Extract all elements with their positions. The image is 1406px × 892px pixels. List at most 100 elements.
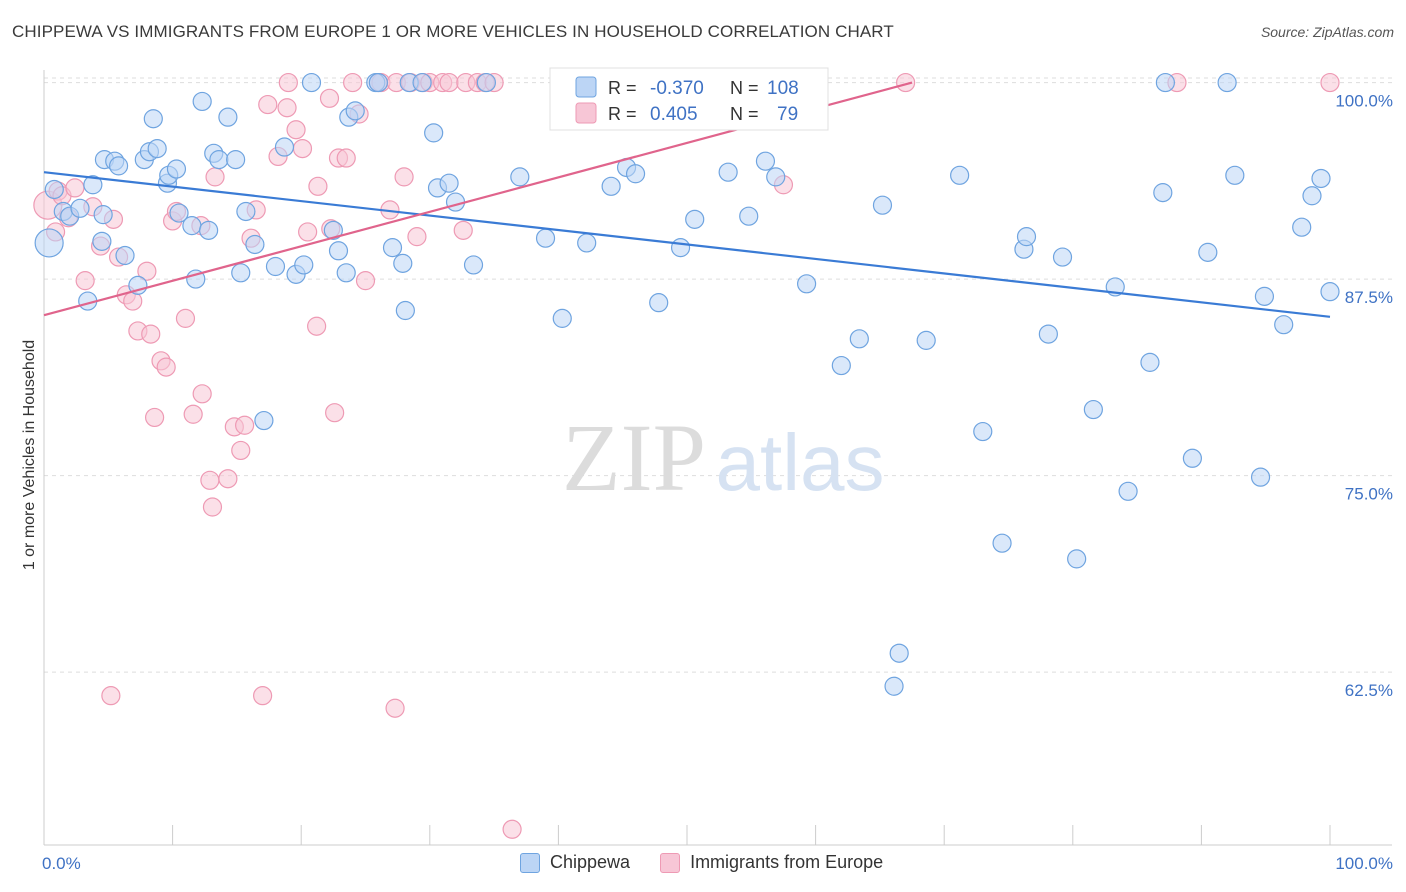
chippewa-point [884, 676, 904, 696]
chippewa-point [382, 238, 403, 258]
immigrants-point [319, 88, 340, 108]
chippewa-point [424, 123, 444, 143]
chippewa-point [70, 198, 90, 218]
chart-title: CHIPPEWA VS IMMIGRANTS FROM EUROPE 1 OR … [12, 22, 894, 41]
immigrants-point [192, 384, 212, 404]
chippewa-point [992, 533, 1012, 553]
x-tick-label-end: 100.0% [1335, 854, 1393, 873]
chippewa-point [199, 220, 219, 240]
immigrants-point [101, 686, 121, 706]
chippewa-point [245, 234, 265, 255]
chippewa-point [510, 167, 530, 187]
chippewa-point [1250, 467, 1271, 487]
chippewa-point [766, 167, 786, 187]
grid-lines [44, 77, 1392, 673]
chippewa-point [92, 231, 112, 251]
immigrants-point [336, 148, 356, 168]
chippewa-point [796, 274, 817, 294]
chippewa-point [1052, 247, 1073, 267]
watermark-zip: ZIP [562, 404, 706, 511]
chippewa-point [412, 72, 432, 93]
chippewa-point [393, 253, 413, 273]
immigrants-swatch [660, 852, 681, 873]
chippewa-point [328, 241, 349, 261]
chippewa-point [1311, 168, 1331, 189]
chippewa-point [439, 173, 459, 193]
legend-r-value-1: -0.370 [650, 78, 704, 99]
chippewa-point [368, 72, 388, 93]
chippewa-point [916, 330, 936, 350]
chippewa-point [323, 220, 343, 240]
legend-n-label-1: N = [730, 78, 759, 98]
legend-r-label-2: R = [608, 104, 637, 124]
immigrants-point [453, 220, 473, 240]
immigrants-point [385, 698, 405, 718]
immigrants-point [407, 227, 427, 247]
chippewa-point [718, 162, 738, 182]
watermark-atlas: atlas [716, 418, 885, 507]
immigrants-point [137, 261, 157, 281]
chippewa-point [1254, 286, 1275, 306]
y-tick-label: 87.5% [1345, 288, 1393, 307]
chippewa-point [294, 255, 314, 275]
legend-item-chippewa[interactable]: Chippewa [520, 852, 630, 873]
immigrants-point [141, 324, 161, 344]
chippewa-point [577, 233, 597, 253]
immigrants-point [439, 72, 459, 93]
immigrants-point [183, 404, 203, 424]
chippewa-point [649, 293, 669, 313]
immigrants-point [343, 72, 363, 93]
chippewa-point [301, 72, 322, 93]
chippewa-point [552, 308, 572, 328]
immigrants-point [277, 98, 297, 118]
legend-n-value-1: 108 [767, 78, 799, 99]
chippewa-point [231, 263, 251, 283]
chippewa-point [1302, 186, 1322, 206]
immigrants-point [200, 470, 220, 490]
chippewa-point [166, 159, 187, 179]
chippewa-point [872, 195, 893, 215]
chippewa-point [1292, 217, 1312, 237]
legend-r-value-2: 0.405 [650, 104, 698, 125]
immigrants-point [258, 94, 278, 115]
chippewa-point [147, 139, 167, 159]
chippewa-point [265, 256, 286, 277]
stats-legend: R = -0.370 N = 108 R = 0.405 N = 79 [549, 67, 829, 131]
chippewa-point [143, 109, 163, 129]
chippewa-point [849, 329, 869, 349]
chippewa-point [1320, 282, 1340, 302]
chippewa-point [1118, 481, 1138, 501]
chippewa-point [226, 150, 246, 170]
immigrants-point [175, 308, 196, 328]
chippewa-point [1153, 183, 1173, 203]
chippewa-swatch [520, 852, 540, 873]
watermark: ZIP atlas [562, 404, 884, 511]
chippewa-point [1083, 399, 1103, 420]
chippewa-point [186, 269, 206, 289]
immigrants-point [298, 222, 318, 242]
immigrants-point [144, 407, 165, 428]
chippewa-point [685, 209, 705, 229]
immigrants-point [292, 139, 313, 159]
chippewa-point [1274, 315, 1294, 335]
chippewa-point [463, 255, 484, 275]
y-tick-label: 62.5% [1345, 681, 1393, 700]
chippewa-point [670, 238, 691, 258]
y-tick-label: 75.0% [1345, 485, 1393, 504]
chippewa-point [115, 245, 135, 266]
immigrants-label: Immigrants from Europe [690, 852, 884, 872]
chippewa-point [44, 179, 64, 200]
tick-labels: 62.5% 75.0% 87.5% 100.0% 0.0% 100.0% [42, 92, 1393, 873]
immigrants-point [502, 819, 522, 839]
legend-r-label-1: R = [608, 78, 637, 98]
chippewa-label: Chippewa [550, 852, 631, 872]
immigrants-point [325, 403, 345, 423]
chippewa-point [1140, 352, 1160, 372]
immigrants-point [156, 357, 176, 377]
immigrants-point [231, 440, 251, 461]
legend-item-immigrants[interactable]: Immigrants from Europe [660, 852, 883, 873]
immigrants-point [355, 271, 376, 291]
chippewa-trend-line [43, 171, 1331, 318]
chippewa-point [950, 165, 970, 185]
